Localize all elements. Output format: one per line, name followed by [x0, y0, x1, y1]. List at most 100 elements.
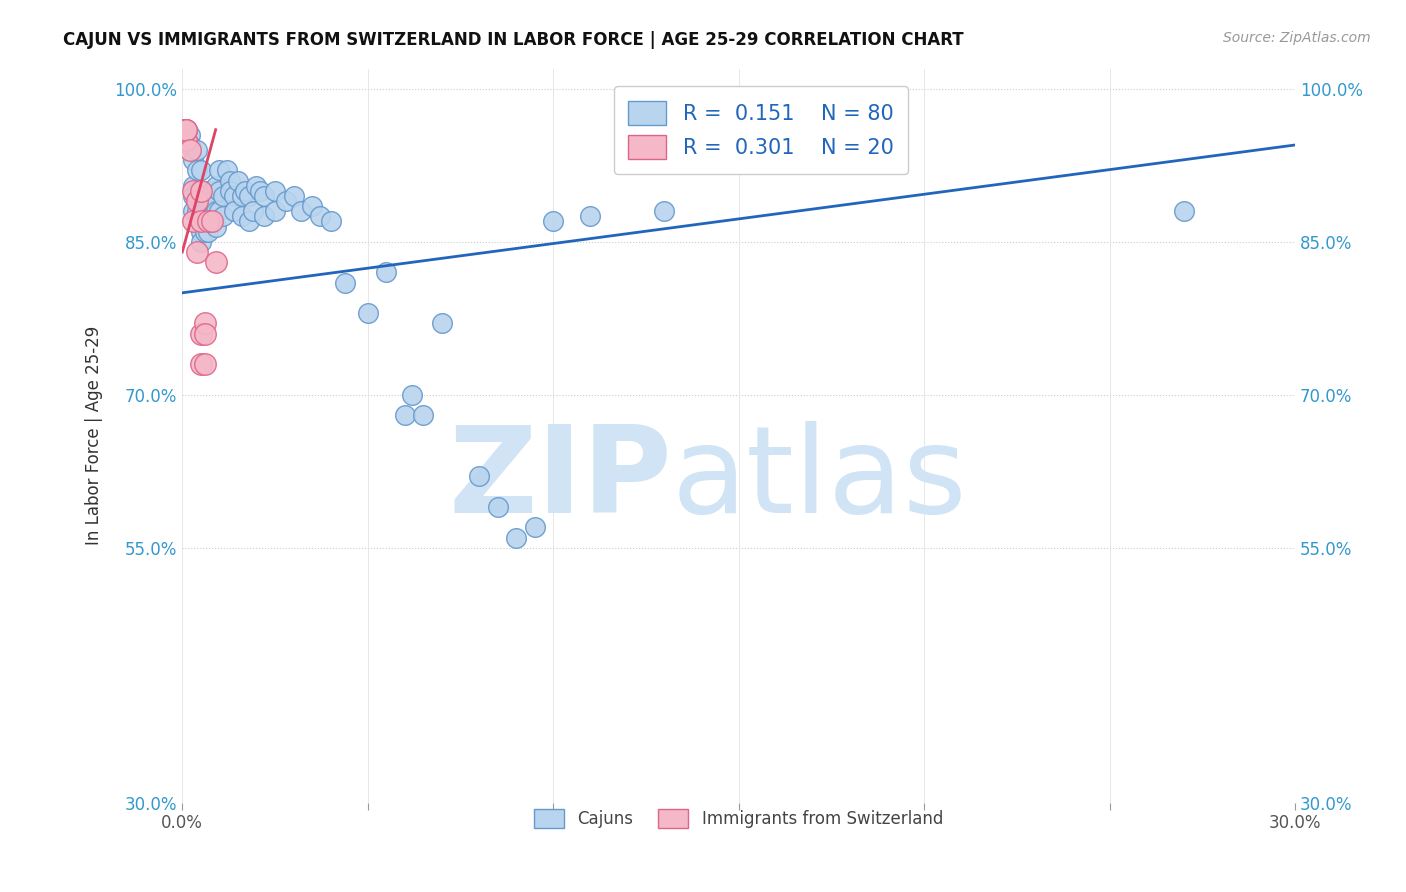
Point	[186, 194, 208, 208]
Point	[190, 357, 212, 371]
Point	[253, 210, 276, 224]
Point	[193, 194, 215, 208]
Point	[208, 184, 231, 198]
Point	[174, 122, 197, 136]
Point	[253, 189, 276, 203]
Point	[183, 184, 205, 198]
Point	[190, 326, 212, 341]
Point	[190, 214, 212, 228]
Point	[204, 255, 226, 269]
Point	[190, 194, 212, 208]
Point	[186, 194, 208, 208]
Point	[174, 122, 197, 136]
Point	[541, 214, 564, 228]
Point	[233, 184, 256, 198]
Point	[468, 469, 491, 483]
Point	[193, 357, 215, 371]
Point	[204, 204, 226, 219]
Point	[197, 225, 219, 239]
Point	[190, 184, 212, 198]
Point	[231, 189, 253, 203]
Text: atlas: atlas	[672, 421, 967, 538]
Point	[193, 225, 215, 239]
Point	[174, 122, 197, 136]
Point	[190, 204, 212, 219]
Point	[186, 184, 208, 198]
Point	[174, 122, 197, 136]
Point	[197, 214, 219, 228]
Point	[335, 276, 357, 290]
Text: ZIP: ZIP	[449, 421, 672, 538]
Point	[290, 204, 312, 219]
Point	[430, 317, 453, 331]
Point	[172, 122, 194, 136]
Text: Source: ZipAtlas.com: Source: ZipAtlas.com	[1223, 31, 1371, 45]
Point	[219, 184, 242, 198]
Point	[197, 210, 219, 224]
Point	[654, 204, 676, 219]
Y-axis label: In Labor Force | Age 25-29: In Labor Force | Age 25-29	[86, 326, 103, 545]
Point	[193, 184, 215, 198]
Point	[204, 178, 226, 193]
Point	[276, 194, 298, 208]
Point	[231, 210, 253, 224]
Point	[186, 143, 208, 157]
Point	[1173, 204, 1195, 219]
Point	[319, 214, 342, 228]
Point	[215, 163, 238, 178]
Point	[174, 122, 197, 136]
Point	[190, 235, 212, 249]
Point	[224, 204, 246, 219]
Point	[523, 520, 546, 534]
Point	[190, 184, 212, 198]
Text: CAJUN VS IMMIGRANTS FROM SWITZERLAND IN LABOR FORCE | AGE 25-29 CORRELATION CHAR: CAJUN VS IMMIGRANTS FROM SWITZERLAND IN …	[63, 31, 965, 49]
Point	[201, 214, 224, 228]
Point	[179, 143, 201, 157]
Point	[505, 531, 527, 545]
Point	[183, 178, 205, 193]
Point	[245, 178, 267, 193]
Point	[172, 122, 194, 136]
Point	[219, 174, 242, 188]
Point	[186, 245, 208, 260]
Point	[224, 189, 246, 203]
Point	[201, 210, 224, 224]
Point	[375, 265, 398, 279]
Point	[204, 219, 226, 234]
Point	[190, 214, 212, 228]
Point	[174, 133, 197, 147]
Point	[179, 128, 201, 142]
Point	[308, 210, 330, 224]
Point	[249, 184, 271, 198]
Point	[208, 163, 231, 178]
Point	[226, 174, 249, 188]
Point	[486, 500, 509, 514]
Point	[301, 199, 323, 213]
Point	[179, 138, 201, 153]
Point	[174, 133, 197, 147]
Point	[264, 184, 287, 198]
Point	[201, 194, 224, 208]
Point	[242, 204, 264, 219]
Point	[238, 214, 260, 228]
Point	[212, 189, 235, 203]
Point	[186, 163, 208, 178]
Point	[183, 189, 205, 203]
Point	[201, 184, 224, 198]
Point	[193, 326, 215, 341]
Point	[190, 225, 212, 239]
Point	[412, 408, 434, 422]
Point	[193, 317, 215, 331]
Point	[183, 204, 205, 219]
Point	[283, 189, 305, 203]
Point	[186, 204, 208, 219]
Point	[401, 388, 423, 402]
Point	[183, 153, 205, 168]
Point	[197, 194, 219, 208]
Point	[357, 306, 380, 320]
Point	[208, 204, 231, 219]
Point	[183, 214, 205, 228]
Point	[264, 204, 287, 219]
Point	[212, 210, 235, 224]
Point	[394, 408, 416, 422]
